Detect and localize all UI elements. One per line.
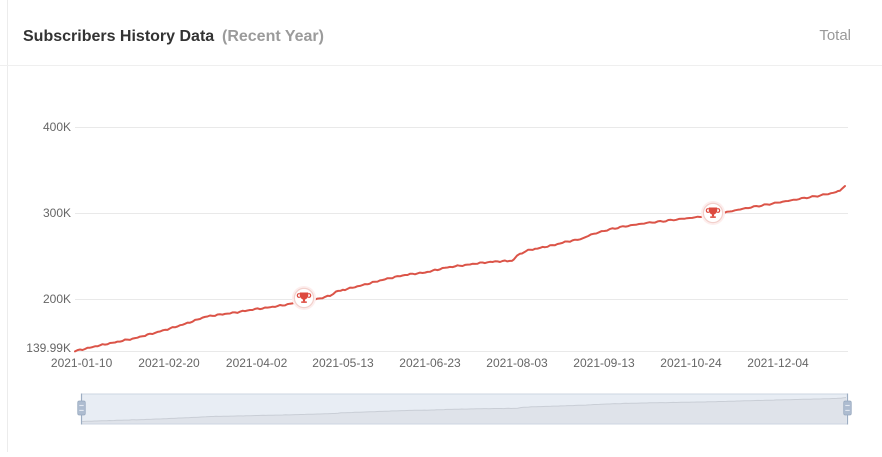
svg-text:2021-02-20: 2021-02-20 [138, 356, 200, 370]
svg-text:2021-12-04: 2021-12-04 [747, 356, 809, 370]
svg-text:2021-04-02: 2021-04-02 [226, 356, 288, 370]
svg-text:200K: 200K [43, 292, 71, 306]
svg-text:2021-05-13: 2021-05-13 [312, 356, 374, 370]
svg-text:2021-08-03: 2021-08-03 [486, 356, 548, 370]
svg-text:2021-06-23: 2021-06-23 [399, 356, 461, 370]
svg-text:300K: 300K [43, 206, 71, 220]
svg-text:(Recent Year): (Recent Year) [222, 28, 324, 45]
svg-text:Total: Total [819, 27, 851, 44]
svg-text:2021-10-24: 2021-10-24 [660, 356, 722, 370]
svg-text:Subscribers History Data: Subscribers History Data [23, 28, 214, 45]
svg-text:2021-01-10: 2021-01-10 [51, 356, 113, 370]
svg-text:400K: 400K [43, 120, 71, 134]
svg-text:2021-09-13: 2021-09-13 [573, 356, 635, 370]
svg-text:139.99K: 139.99K [26, 341, 71, 355]
